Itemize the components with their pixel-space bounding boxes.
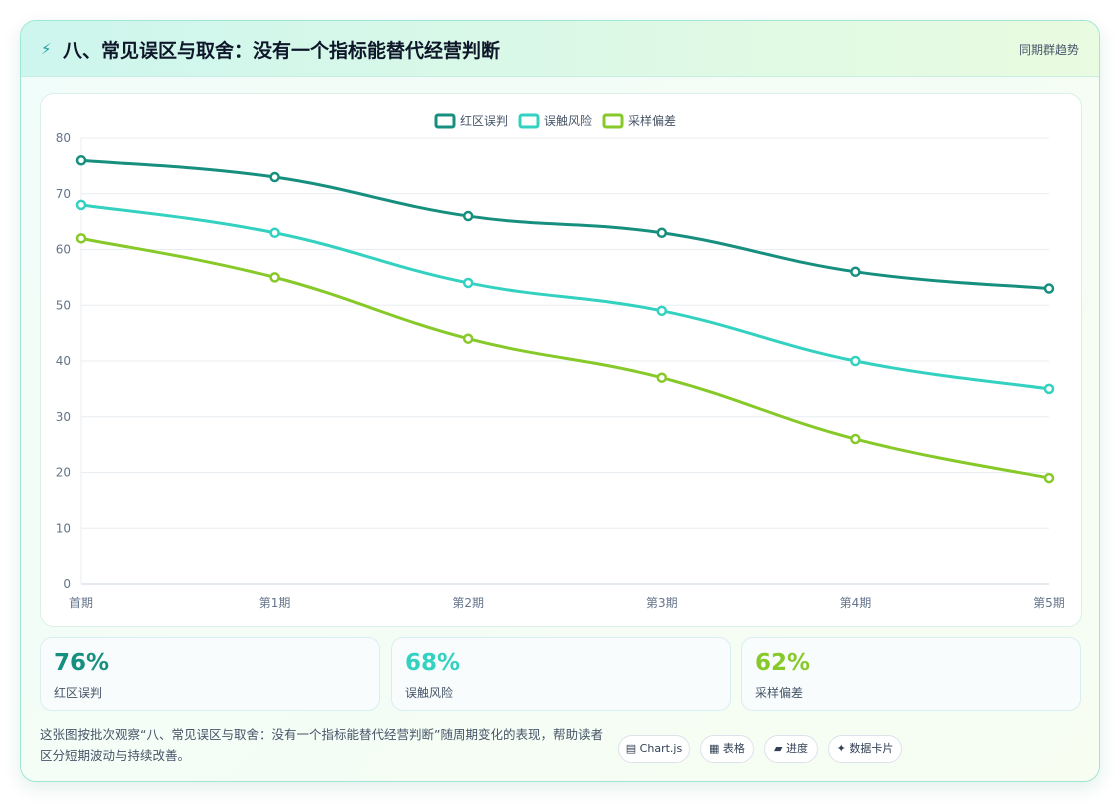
y-tick-label: 0: [63, 577, 71, 591]
x-tick-label: 第4期: [840, 596, 872, 610]
chart-container: 0 10 20 30 40 50 60 70 80 首期 第1期 第2期 第3期 第4期 第5期 红区误判 误触…: [40, 93, 1082, 627]
chart-card: ⚡ 八、常见误区与取舍：没有一个指标能替代经营判断 同期群趋势 0 10 20 30 4…: [20, 20, 1100, 782]
data-point: [269, 171, 280, 183]
kpi-label: 误触风险: [405, 686, 454, 700]
kpi-card-2: 68% 误触风险: [391, 637, 731, 711]
legend-label: 红区误判: [460, 113, 508, 128]
data-point: [1043, 383, 1055, 395]
data-point: [75, 155, 87, 166]
chip-chartjs[interactable]: ▤ Chart.js: [618, 735, 690, 763]
x-tick-label: 第1期: [259, 596, 291, 610]
y-tick-label: 40: [56, 354, 71, 368]
legend-swatch: [602, 113, 624, 129]
y-tick-label: 50: [56, 298, 71, 312]
data-point: [75, 199, 87, 211]
series-line: [80, 158, 1050, 291]
data-point: [850, 266, 861, 278]
legend-swatch: [434, 113, 456, 129]
kpi-label: 采样偏差: [755, 686, 804, 700]
data-point: [462, 210, 474, 222]
lightning-icon: ⚡: [41, 40, 52, 58]
y-tick-label: 60: [56, 243, 71, 257]
series-line: [80, 203, 1050, 391]
y-tick-label: 10: [56, 521, 71, 535]
kpi-card-1: 76% 红区误判: [40, 637, 380, 711]
data-point: [75, 233, 87, 244]
legend-label: 误触风险: [544, 113, 592, 128]
chip-data-card[interactable]: ✦ 数据卡片: [828, 735, 902, 763]
series-line: [80, 236, 1050, 480]
kpi-card-3: 62% 采样偏差: [741, 637, 1081, 711]
header-tag: 同期群趋势: [1018, 43, 1079, 57]
y-tick-label: 20: [56, 466, 71, 480]
y-tick-label: 70: [56, 187, 71, 201]
data-point: [462, 333, 474, 344]
data-point: [269, 227, 280, 239]
line-chart: 0 10 20 30 40 50 60 70 80 首期 第1期 第2期 第3期 第4期 第5期 红区误判 误触…: [56, 113, 1065, 610]
x-tick-label: 首期: [69, 596, 93, 610]
legend-label: 采样偏差: [628, 113, 676, 128]
kpi-label: 红区误判: [54, 686, 103, 700]
chip-progress[interactable]: ▰ 进度: [764, 735, 818, 763]
card-header: ⚡ 八、常见误区与取舍：没有一个指标能替代经营判断 同期群趋势: [21, 21, 1099, 77]
data-point: [462, 277, 474, 289]
data-point: [850, 433, 861, 445]
data-point: [656, 227, 668, 239]
x-tick-label: 第5期: [1033, 596, 1065, 610]
x-tick-label: 第3期: [646, 596, 678, 610]
legend-swatch: [518, 113, 540, 129]
data-point: [1043, 283, 1055, 294]
y-tick-label: 80: [56, 131, 71, 145]
data-point: [850, 355, 861, 367]
data-point: [656, 372, 668, 383]
y-tick-label: 30: [56, 410, 71, 424]
page-title: 八、常见误区与取舍：没有一个指标能替代经营判断: [63, 40, 501, 62]
kpi-value: 68%: [405, 650, 461, 676]
data-point: [656, 305, 668, 317]
data-point: [269, 272, 280, 283]
kpi-value: 62%: [755, 650, 811, 676]
data-point: [1043, 472, 1055, 484]
chart-description: 这张图按批次观察“八、常见误区与取舍：没有一个指标能替代经营判断”随周期变化的表…: [40, 727, 603, 763]
x-tick-label: 第2期: [452, 596, 484, 610]
kpi-value: 76%: [54, 650, 110, 676]
chip-table[interactable]: ▦ 表格: [700, 735, 754, 763]
